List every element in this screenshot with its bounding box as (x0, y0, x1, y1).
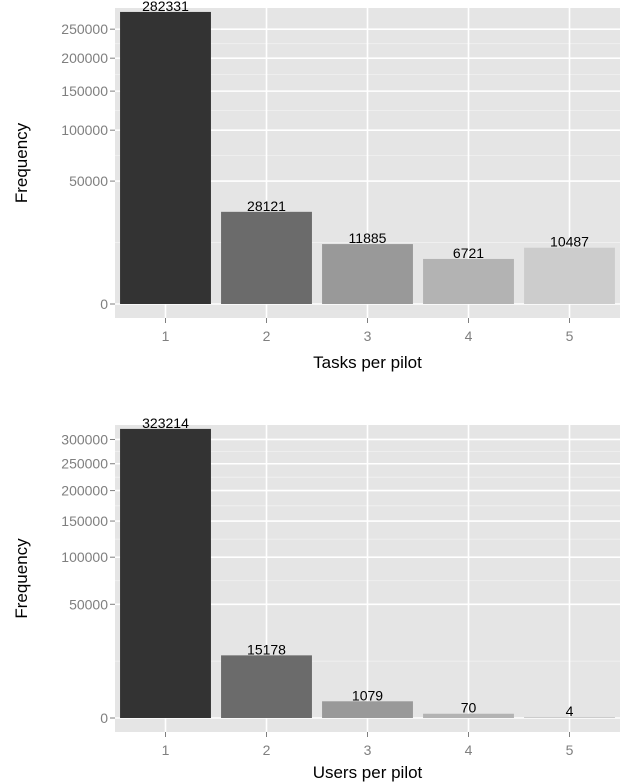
data-label-2: 15178 (247, 641, 286, 657)
data-label-1: 323214 (142, 415, 189, 431)
data-label-5: 10487 (550, 234, 589, 250)
y-tick-label: 0 (100, 710, 108, 726)
y-axis-title: Frequency (12, 538, 31, 619)
bar-3 (322, 701, 413, 718)
bar-1 (120, 11, 211, 304)
users-per-pilot-chart: 323214 15178 1079 70 4 0 50000 100000 150000 2000… (12, 415, 620, 782)
y-tick-label: 250000 (61, 456, 108, 472)
y-axis-title: Frequency (12, 122, 31, 203)
tasks-per-pilot-chart: 282331 28121 11885 6721 10487 0 50000 100000 150… (12, 0, 620, 372)
data-label-3: 11885 (349, 230, 387, 246)
y-tick-label: 250000 (61, 21, 108, 37)
data-label-1: 282331 (142, 0, 189, 14)
y-tick-label: 150000 (61, 513, 108, 529)
data-label-5: 4 (566, 703, 574, 719)
y-tick-label: 100000 (61, 122, 108, 138)
x-tick-label: 5 (566, 328, 574, 344)
bar-3 (322, 244, 413, 304)
bar-2 (221, 211, 312, 304)
y-tick-label: 50000 (69, 173, 108, 189)
x-tick-label: 2 (263, 328, 271, 344)
bar-2 (221, 655, 312, 718)
x-axis-title: Users per pilot (313, 763, 423, 782)
data-label-4: 70 (461, 700, 477, 716)
y-tick-label: 200000 (61, 50, 108, 66)
x-tick-label: 2 (263, 742, 271, 758)
bar-5 (524, 716, 615, 718)
y-tick-label: 50000 (69, 596, 108, 612)
y-tick-label: 300000 (61, 431, 108, 447)
bar-4 (423, 258, 514, 304)
data-label-3: 1079 (352, 687, 383, 703)
bar-5 (524, 247, 615, 304)
bar-1 (120, 428, 211, 718)
data-label-2: 28121 (247, 198, 286, 214)
x-tick-label: 4 (465, 328, 473, 344)
y-tick-label: 150000 (61, 83, 108, 99)
x-tick-label: 3 (364, 742, 372, 758)
x-tick-label: 4 (465, 742, 473, 758)
x-tick-label: 1 (162, 742, 170, 758)
y-tick-label: 0 (100, 296, 108, 312)
x-tick-label: 1 (162, 328, 170, 344)
x-tick-label: 3 (364, 328, 372, 344)
y-tick-label: 100000 (61, 549, 108, 565)
bar-4 (423, 713, 514, 718)
data-label-4: 6721 (453, 245, 484, 261)
x-axis-title: Tasks per pilot (313, 353, 422, 372)
x-tick-label: 5 (566, 742, 574, 758)
y-tick-label: 200000 (61, 483, 108, 499)
